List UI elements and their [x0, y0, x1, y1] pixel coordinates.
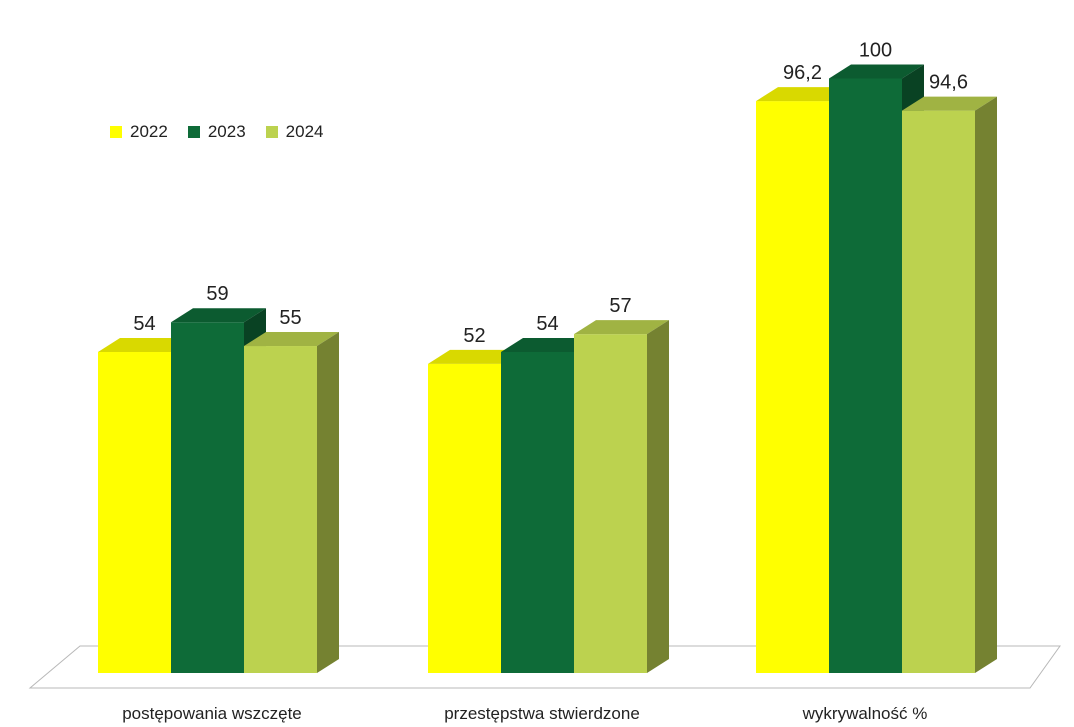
legend-item-2023: 2023: [187, 122, 246, 142]
bar-top-face: [428, 349, 523, 364]
value-label-2024-cat1: 57: [609, 295, 631, 317]
value-label-2022-cat2: 96,2: [783, 62, 822, 84]
bar-top-face: [501, 337, 596, 352]
legend-swatch-2023: [187, 126, 200, 138]
legend: 2022 2023 2024: [110, 122, 323, 142]
bar-front-face: [428, 363, 501, 673]
bar-side-face: [317, 332, 339, 673]
legend-label-2024: 2024: [285, 122, 324, 141]
bar-top-face: [244, 332, 339, 347]
bar-front-face: [98, 351, 171, 673]
value-label-2024-cat2: 94,6: [929, 72, 968, 94]
legend-item-2022: 2022: [110, 122, 168, 142]
bar-side-face: [647, 320, 669, 673]
value-label-2023-cat2: 100: [859, 40, 892, 62]
bar-top-face: [902, 96, 997, 111]
category-label-postepowania: postępowania wszczęte: [122, 704, 302, 723]
bars-group: [98, 64, 997, 673]
bar-side-face: [975, 96, 997, 673]
bar-top-face: [756, 87, 851, 102]
bar-front-face: [756, 101, 829, 673]
value-label-2023-cat1: 54: [536, 313, 558, 335]
value-label-2024-cat0: 55: [279, 307, 301, 329]
bar-top-face: [574, 320, 669, 335]
value-label-2022-cat0: 54: [133, 313, 155, 335]
category-label-wykrywalnosc: wykrywalność %: [802, 704, 928, 723]
bar-2024-cat1: [574, 320, 669, 673]
legend-label-2022: 2022: [130, 122, 168, 141]
chart-floor: [28, 645, 1061, 689]
category-label-przestepstwa: przestępstwa stwierdzone: [444, 704, 640, 723]
legend-swatch-2022: [110, 126, 122, 138]
legend-item-2024: 2024: [265, 122, 324, 142]
floor-plane: [28, 645, 1061, 689]
value-labels-group: 54 59 55 52 54 57 96,2 100 94,6: [133, 40, 968, 347]
value-label-2023-cat0: 59: [206, 283, 228, 305]
bar-2024-cat0: [244, 332, 339, 673]
bar-top-face: [171, 308, 266, 323]
bar-front-face: [171, 322, 244, 673]
bar-front-face: [244, 346, 317, 673]
bar-2024-cat2: [902, 96, 997, 673]
bar-front-face: [829, 78, 902, 673]
bar-front-face: [574, 334, 647, 673]
bar-top-face: [829, 64, 924, 79]
legend-label-2023: 2023: [207, 122, 246, 141]
legend-swatch-2024: [265, 126, 278, 138]
bar-front-face: [902, 110, 975, 673]
value-label-2022-cat1: 52: [463, 325, 485, 347]
bar-top-face: [98, 337, 193, 352]
bar-front-face: [501, 351, 574, 673]
